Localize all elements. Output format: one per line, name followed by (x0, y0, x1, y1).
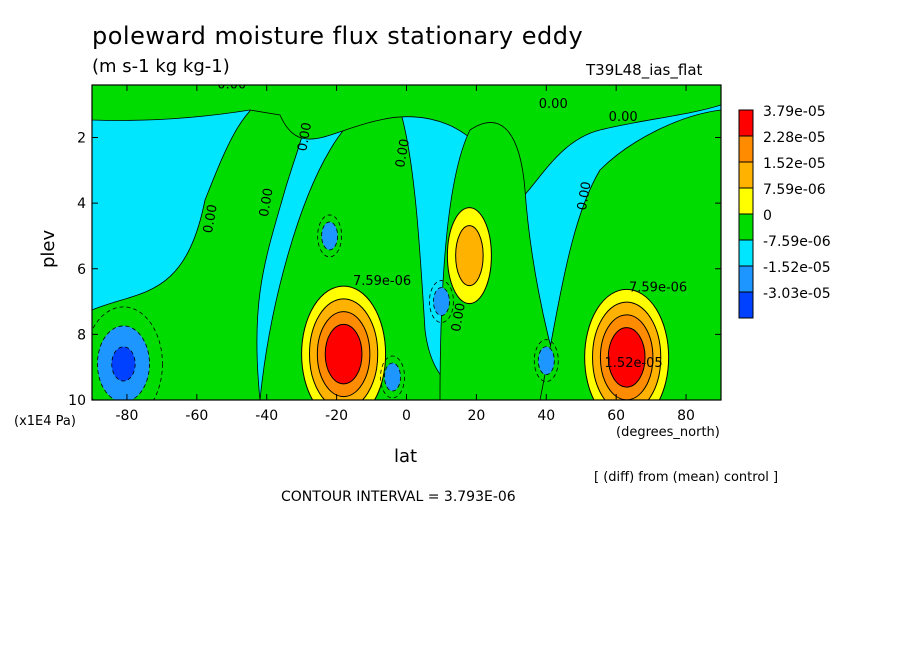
negative-small-cell-outer (317, 214, 343, 258)
negative-minimum-sh-core (111, 346, 136, 382)
legend-swatch (738, 187, 754, 215)
legend-swatch (738, 239, 754, 267)
contour-label: 0.00 (257, 187, 277, 218)
legend-swatch (738, 291, 754, 319)
comparison-note: [ (diff) from (mean) control ] (594, 470, 779, 485)
negative-small-cell (321, 221, 339, 251)
legend-swatch (738, 109, 754, 137)
x-tick-label: 60 (607, 408, 625, 424)
legend-label: 3.79e-05 (763, 104, 826, 120)
contour-label: 0.00 (201, 203, 221, 234)
legend-label: 1.52e-05 (763, 156, 826, 172)
negative-small-cell (433, 287, 450, 316)
legend-swatch (738, 265, 754, 293)
negative-small-cell-outer (533, 339, 559, 383)
legend-swatch (738, 161, 754, 189)
positive-maximum-sh (324, 323, 363, 385)
y-axis: 2 4 6 8 10 (68, 131, 721, 409)
negative-small-cell (384, 362, 401, 392)
contour-labels: 0.00 0.00 0.00 0.00 0.00 0.00 0.00 0.00 0.00 7.59… (201, 77, 687, 371)
legend-swatch (738, 213, 754, 241)
y-tick-label: 4 (77, 196, 86, 212)
positive-lobe-tropics (455, 225, 484, 287)
negative-small-cell (537, 346, 555, 376)
negative-minimum-sh-outer (92, 306, 163, 400)
y-axis-unit: (x1E4 Pa) (14, 414, 76, 429)
x-tick-label: -40 (255, 408, 278, 424)
legend-label: 0 (763, 208, 772, 224)
chart-units: (m s-1 kg kg-1) (92, 56, 230, 77)
x-tick-label: 40 (537, 408, 555, 424)
contour-label: 0.00 (449, 302, 469, 333)
x-axis-label: lat (394, 446, 418, 467)
x-axis: -80 -60 -40 -20 0 20 40 60 80 (116, 85, 695, 424)
x-tick-label: 80 (677, 408, 695, 424)
x-axis-unit: (degrees_north) (616, 425, 720, 440)
contour-label: 7.59e-06 (353, 274, 411, 289)
contour-label: 0.00 (295, 121, 315, 152)
contour-field (92, 85, 721, 400)
x-tick-label: -20 (325, 408, 348, 424)
color-legend: 3.79e-05 2.28e-05 1.52e-05 7.59e-06 0 -7.59e-… (738, 104, 831, 319)
run-name: T39L48_ias_flat (586, 61, 703, 79)
x-tick-label: -60 (185, 408, 208, 424)
contour-label: 0.00 (217, 77, 246, 92)
contour-label: 0.00 (575, 180, 595, 211)
y-tick-label: 8 (77, 327, 86, 343)
contour-interval: CONTOUR INTERVAL = 3.793E-06 (281, 489, 516, 505)
positive-maximum-nh (607, 327, 646, 388)
legend-swatch (738, 135, 754, 163)
y-tick-label: 10 (68, 393, 86, 409)
positive-region (539, 109, 721, 400)
negative-small-cell-outer (380, 355, 405, 399)
x-tick-label: 20 (467, 408, 485, 424)
contour-label: 0.00 (539, 97, 568, 112)
y-tick-label: 2 (77, 131, 86, 147)
chart-title: poleward moisture flux stationary eddy (92, 22, 584, 50)
positive-region (439, 122, 561, 400)
y-tick-label: 6 (77, 262, 86, 278)
x-tick-label: 0 (402, 408, 411, 424)
x-tick-label: -80 (116, 408, 139, 424)
y-axis-label: plev (38, 229, 59, 268)
positive-region (92, 85, 721, 201)
contour-label: 1.52e-05 (605, 356, 663, 371)
legend-label: -7.59e-06 (763, 234, 831, 250)
negative-small-cell-outer (429, 280, 454, 323)
legend-label: -3.03e-05 (763, 286, 831, 302)
contour-label: 7.59e-06 (629, 281, 687, 296)
legend-label: 7.59e-06 (763, 182, 826, 198)
contour-label: 0.00 (393, 138, 413, 169)
contour-label: 0.00 (609, 110, 638, 125)
legend-label: 2.28e-05 (763, 130, 826, 146)
legend-label: -1.52e-05 (763, 260, 831, 276)
